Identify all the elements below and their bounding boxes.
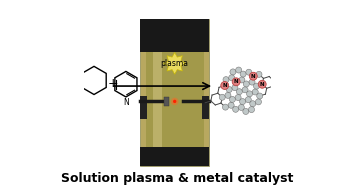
Circle shape <box>246 91 252 97</box>
Circle shape <box>242 87 248 93</box>
Circle shape <box>232 85 238 91</box>
Circle shape <box>221 82 229 89</box>
Circle shape <box>230 69 236 75</box>
Circle shape <box>248 107 255 113</box>
Text: N: N <box>260 82 264 87</box>
Circle shape <box>250 101 256 107</box>
Polygon shape <box>164 53 186 74</box>
Bar <box>202 96 209 119</box>
Circle shape <box>243 81 249 87</box>
Bar <box>153 52 163 147</box>
Ellipse shape <box>173 100 176 103</box>
Circle shape <box>238 105 244 110</box>
Text: N: N <box>251 74 256 79</box>
Circle shape <box>232 78 240 86</box>
Circle shape <box>233 106 239 112</box>
Circle shape <box>240 98 246 105</box>
Text: Solution plasma & metal catalyst: Solution plasma & metal catalyst <box>61 172 294 184</box>
Text: N: N <box>223 83 227 88</box>
Bar <box>140 19 209 166</box>
Circle shape <box>243 108 249 115</box>
Circle shape <box>228 102 234 108</box>
Circle shape <box>236 67 242 73</box>
Text: N: N <box>234 79 239 84</box>
Circle shape <box>253 83 260 89</box>
Circle shape <box>258 80 266 88</box>
Circle shape <box>226 87 232 92</box>
Circle shape <box>257 93 263 99</box>
Bar <box>164 97 169 106</box>
Text: N: N <box>123 98 129 107</box>
Circle shape <box>223 104 229 110</box>
Circle shape <box>219 94 225 100</box>
Text: plasma: plasma <box>161 59 189 68</box>
Circle shape <box>235 94 241 101</box>
Circle shape <box>225 92 231 98</box>
Circle shape <box>252 89 258 95</box>
Bar <box>146 33 204 156</box>
Circle shape <box>246 69 252 75</box>
Circle shape <box>239 77 245 83</box>
Circle shape <box>240 71 246 77</box>
Circle shape <box>256 71 262 77</box>
Text: +: + <box>108 77 118 90</box>
Circle shape <box>256 99 262 105</box>
Circle shape <box>223 77 229 83</box>
Circle shape <box>236 89 242 95</box>
Circle shape <box>229 96 235 102</box>
Bar <box>140 19 209 52</box>
Circle shape <box>229 75 235 81</box>
Circle shape <box>249 72 257 80</box>
Circle shape <box>249 79 255 85</box>
Circle shape <box>245 97 251 103</box>
Bar <box>140 96 147 119</box>
Bar <box>140 147 209 166</box>
Ellipse shape <box>171 98 179 105</box>
